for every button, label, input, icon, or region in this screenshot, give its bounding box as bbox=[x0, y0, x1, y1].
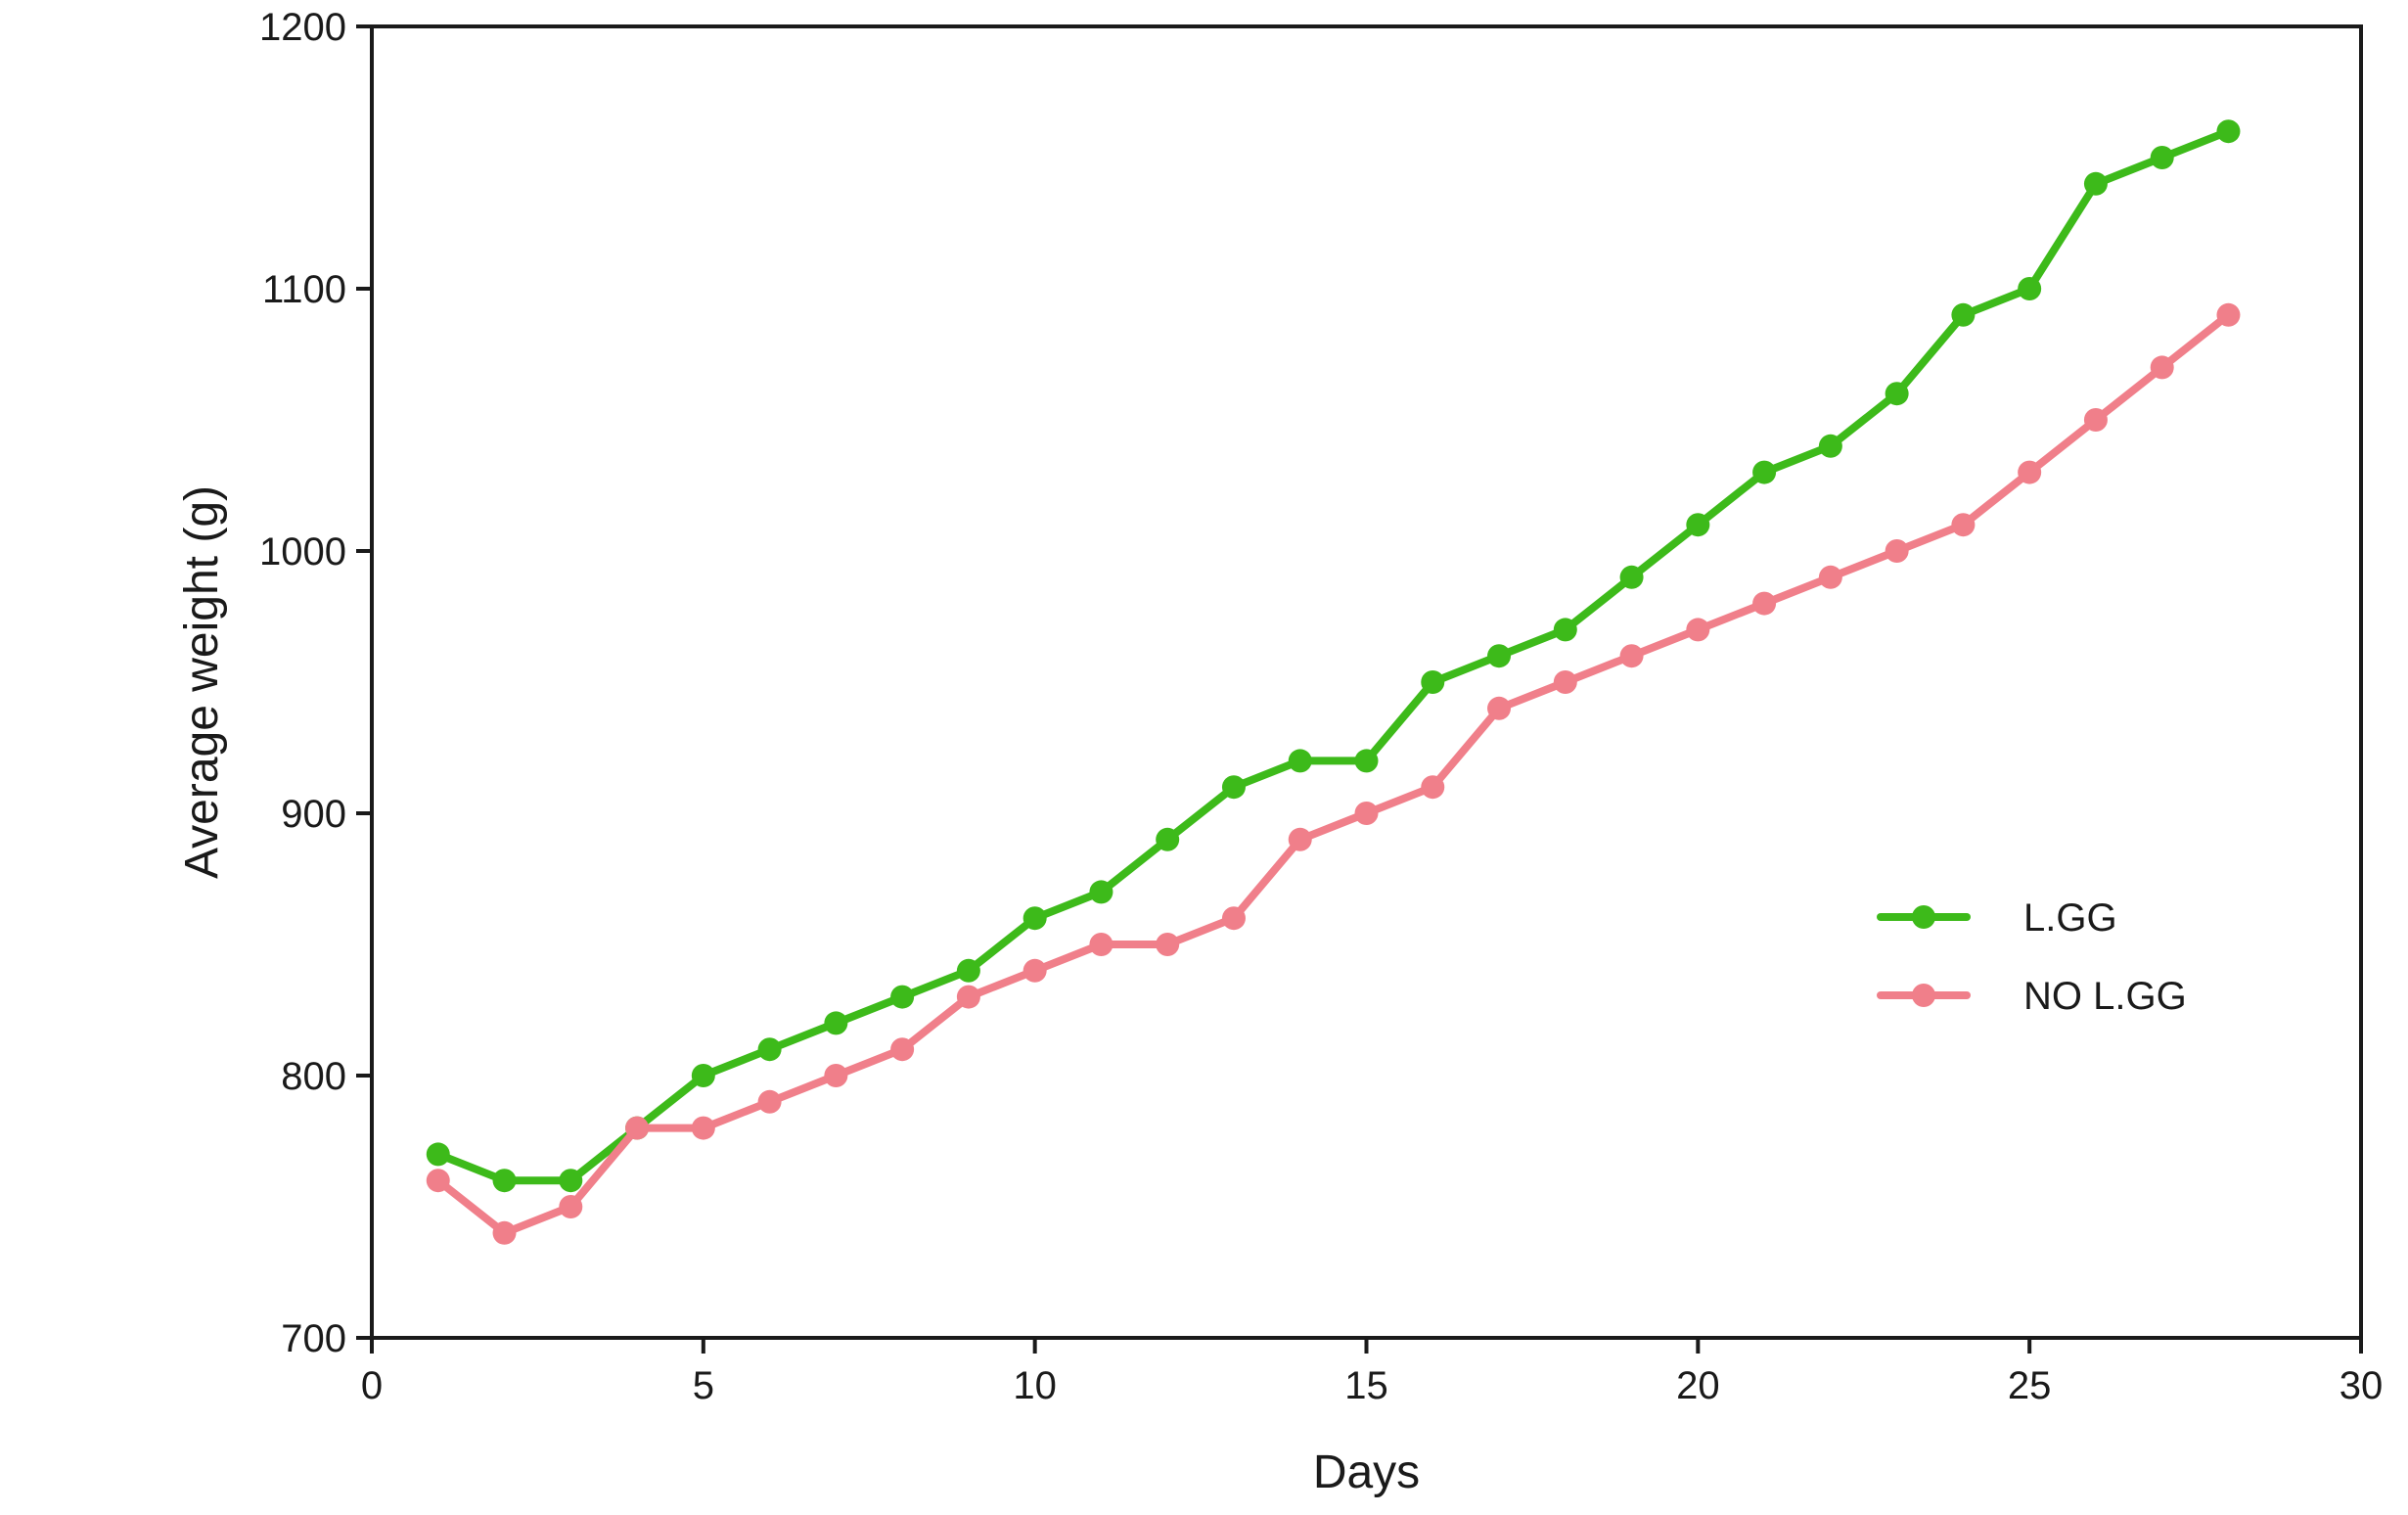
data-point bbox=[1619, 644, 1644, 668]
data-point bbox=[559, 1169, 583, 1193]
data-point bbox=[1487, 696, 1512, 720]
x-axis-label: Days bbox=[1313, 1446, 1420, 1498]
data-point bbox=[824, 1011, 848, 1035]
data-point bbox=[2150, 355, 2174, 380]
y-tick-label: 700 bbox=[281, 1317, 346, 1360]
data-point bbox=[1619, 565, 1644, 589]
y-axis-label: Average weight (g) bbox=[176, 485, 228, 879]
data-point bbox=[2150, 146, 2174, 169]
data-point bbox=[2216, 119, 2241, 144]
legend-label: L.GG bbox=[2023, 896, 2117, 940]
series-line bbox=[433, 310, 2233, 1237]
y-tick-label: 1200 bbox=[259, 6, 346, 49]
data-point bbox=[1951, 513, 1976, 537]
x-tick-label: 20 bbox=[1676, 1364, 1720, 1407]
data-point bbox=[426, 1142, 450, 1167]
series-layer bbox=[426, 119, 2241, 1245]
data-point bbox=[1553, 618, 1577, 642]
data-point bbox=[1818, 434, 1842, 458]
data-point bbox=[2018, 460, 2042, 484]
data-point bbox=[625, 1116, 650, 1140]
x-tick-label: 15 bbox=[1344, 1364, 1388, 1407]
legend: L.GG NO L.GG bbox=[1877, 896, 2187, 1018]
x-tick-label: 10 bbox=[1013, 1364, 1057, 1407]
data-point bbox=[1686, 513, 1710, 537]
data-point bbox=[1421, 775, 1445, 800]
data-point bbox=[1221, 775, 1246, 800]
data-point bbox=[1421, 670, 1445, 694]
data-point bbox=[1089, 880, 1113, 904]
data-point bbox=[1156, 827, 1180, 851]
data-point bbox=[1951, 302, 1976, 327]
data-point bbox=[492, 1220, 517, 1245]
data-point bbox=[956, 985, 980, 1009]
y-tick-label: 1000 bbox=[259, 530, 346, 574]
data-point bbox=[1487, 644, 1512, 668]
data-point bbox=[1022, 958, 1047, 983]
data-point bbox=[1885, 539, 1909, 563]
data-point bbox=[1818, 565, 1842, 589]
y-tick-label: 900 bbox=[281, 793, 346, 836]
series-line bbox=[433, 127, 2233, 1185]
data-point bbox=[426, 1169, 450, 1193]
y-tick-label: 1100 bbox=[262, 268, 346, 311]
legend-swatch-marker bbox=[1912, 905, 1935, 929]
data-point bbox=[1686, 618, 1710, 642]
data-point bbox=[1156, 933, 1180, 956]
data-point bbox=[691, 1064, 715, 1087]
x-tick-label: 25 bbox=[2008, 1364, 2052, 1407]
data-point bbox=[890, 1037, 915, 1062]
data-point bbox=[1022, 906, 1047, 931]
data-point bbox=[890, 985, 915, 1009]
data-point bbox=[1288, 749, 1312, 773]
data-point bbox=[2216, 302, 2241, 327]
data-point bbox=[1553, 670, 1577, 694]
legend-label: NO L.GG bbox=[2023, 975, 2187, 1018]
data-point bbox=[1752, 591, 1777, 616]
data-point bbox=[1885, 382, 1909, 406]
data-point bbox=[824, 1064, 848, 1087]
data-point bbox=[559, 1195, 583, 1218]
y-tick-label: 800 bbox=[281, 1055, 346, 1098]
series-1 bbox=[426, 119, 2241, 1193]
data-point bbox=[1354, 802, 1379, 825]
x-tick-label: 30 bbox=[2340, 1364, 2384, 1407]
axes: 0 5 10 15 20 25 30 700 800 900 1000 1100 1200 bbox=[259, 6, 2383, 1407]
data-point bbox=[1221, 906, 1246, 931]
data-point bbox=[2083, 171, 2108, 196]
data-point bbox=[2083, 408, 2108, 432]
legend-item: L.GG bbox=[1877, 896, 2117, 940]
x-tick-label: 5 bbox=[693, 1364, 714, 1407]
plot-frame bbox=[370, 24, 2363, 1340]
data-point bbox=[1089, 933, 1113, 956]
series-2 bbox=[426, 302, 2241, 1245]
data-point bbox=[2018, 277, 2042, 300]
data-point bbox=[956, 958, 980, 983]
data-point bbox=[492, 1169, 517, 1193]
data-point bbox=[757, 1037, 782, 1062]
data-point bbox=[691, 1116, 715, 1140]
data-point bbox=[1288, 827, 1312, 851]
data-point bbox=[1752, 460, 1777, 484]
data-point bbox=[757, 1089, 782, 1114]
data-point bbox=[1354, 749, 1379, 773]
legend-swatch-marker bbox=[1912, 984, 1935, 1007]
x-tick-label: 0 bbox=[361, 1364, 383, 1407]
legend-item: NO L.GG bbox=[1877, 975, 2187, 1018]
